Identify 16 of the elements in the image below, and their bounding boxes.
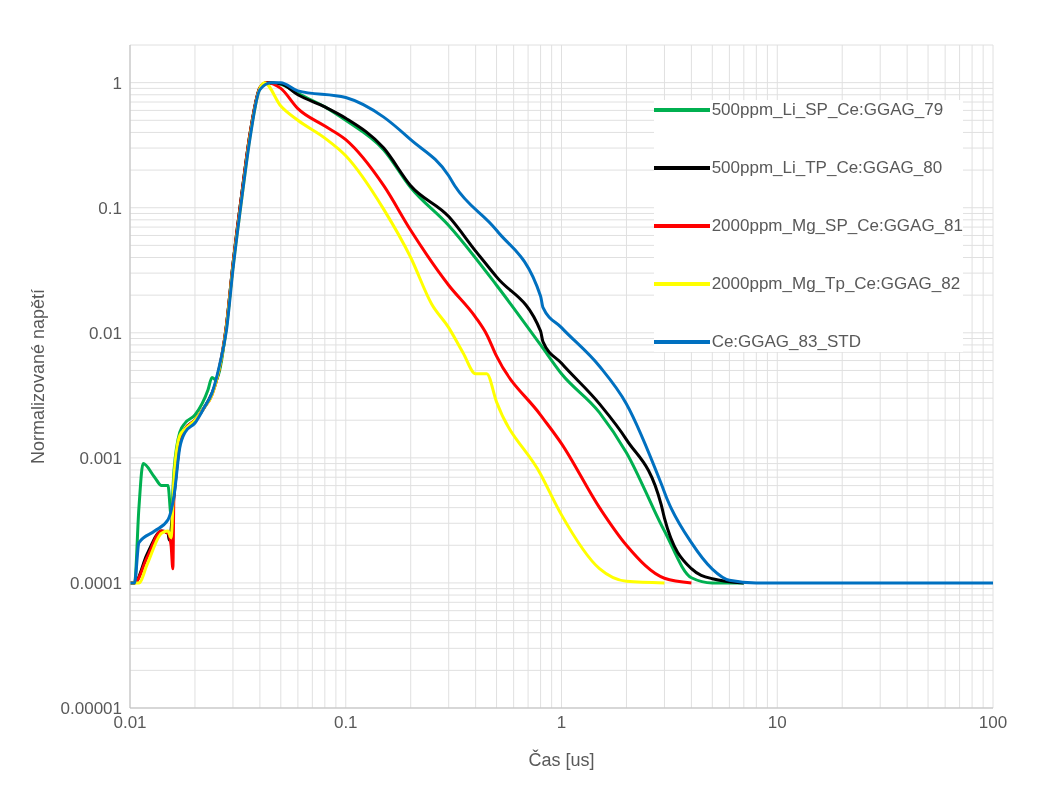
legend-label: Ce:GGAG_83_STD	[711, 332, 861, 352]
x-tick-label: 0.1	[333, 713, 358, 733]
y-tick-label: 0.1	[98, 198, 122, 218]
y-tick-label: 1	[112, 73, 122, 93]
y-tick-label: 0.0001	[70, 573, 122, 593]
y-axis-title: Normalizované napětí	[28, 288, 49, 465]
legend-label: 2000ppm_Mg_Tp_Ce:GGAG_82	[711, 274, 961, 294]
legend-label: 2000ppm_Mg_SP_Ce:GGAG_81	[711, 216, 963, 236]
x-axis-title: Čas [us]	[528, 749, 595, 770]
x-tick-label: 1	[556, 713, 567, 733]
x-tick-label: 100	[978, 713, 1008, 733]
y-tick-label: 0.001	[79, 448, 122, 468]
legend-label: 500ppm_Li_TP_Ce:GGAG_80	[711, 158, 943, 178]
x-tick-label: 10	[767, 713, 787, 733]
y-tick-label: 0.01	[88, 323, 122, 343]
legend-label: 500ppm_Li_SP_Ce:GGAG_79	[711, 100, 944, 120]
